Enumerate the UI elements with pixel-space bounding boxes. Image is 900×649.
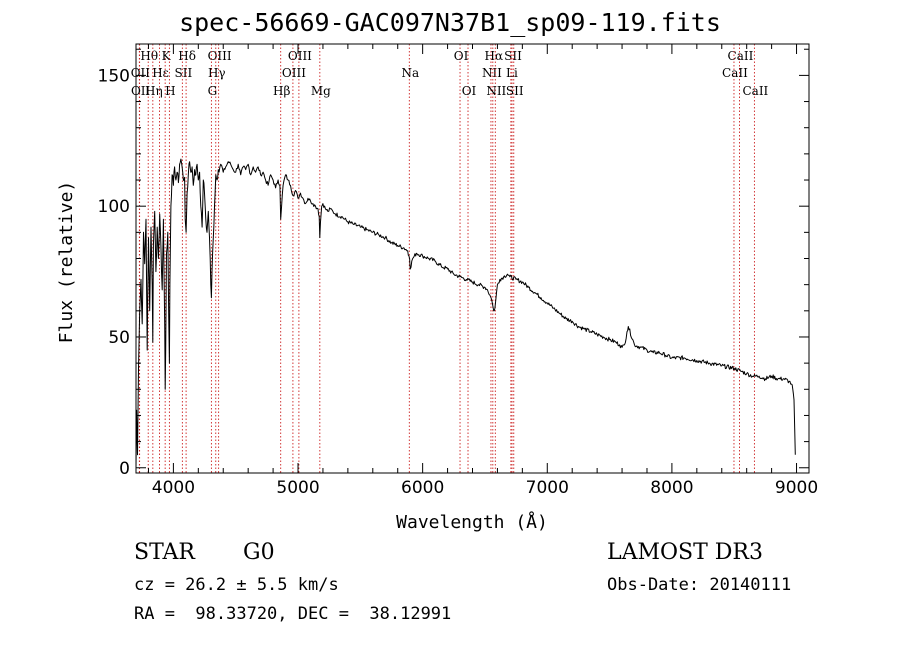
spectral-line-label: K bbox=[162, 49, 172, 63]
spectral-line-label: OIII bbox=[288, 49, 312, 63]
spectral-line-label: Hα bbox=[485, 49, 504, 63]
spectral-line-label: Mg bbox=[311, 84, 331, 98]
x-tick-label: 6000 bbox=[401, 478, 444, 498]
spectral-line-label: OIII bbox=[282, 66, 306, 80]
redshift-cz: cz = 26.2 ± 5.5 km/s bbox=[134, 575, 339, 595]
y-tick-label: 150 bbox=[98, 66, 130, 86]
x-tick-label: 7000 bbox=[526, 478, 569, 498]
object-subclass: G0 bbox=[243, 540, 275, 565]
spectral-line-label: Hγ bbox=[208, 66, 226, 80]
spectral-line-label: CaII bbox=[742, 84, 768, 98]
x-tick-label: 8000 bbox=[650, 478, 693, 498]
spectral-line-label: G bbox=[208, 84, 218, 98]
spectral-line-label: CaII bbox=[722, 66, 748, 80]
y-tick-label: 100 bbox=[98, 197, 130, 217]
spectral-line-label: CaII bbox=[728, 49, 754, 63]
spectral-line-label: Hη bbox=[145, 84, 163, 98]
spectral-line-label: Li bbox=[506, 66, 518, 80]
spectral-line-label: SII bbox=[506, 84, 524, 98]
spectral-line-label: OIII bbox=[208, 49, 232, 63]
x-tick-label: 4000 bbox=[152, 478, 195, 498]
x-tick-label: 9000 bbox=[775, 478, 818, 498]
x-axis-label: Wavelength (Å) bbox=[396, 511, 548, 533]
spectral-line-label: OI bbox=[462, 84, 477, 98]
spectral-line-label: Hδ bbox=[178, 49, 196, 63]
obs-date: Obs-Date: 20140111 bbox=[607, 575, 792, 595]
y-tick-label: 0 bbox=[119, 459, 130, 479]
survey-name: LAMOST DR3 bbox=[607, 540, 763, 565]
spectral-line-label: NII bbox=[482, 66, 502, 80]
axis-ticks: 4000 5000 6000 7000 8000 9000 0 50 100 150 bbox=[98, 44, 818, 498]
spectral-line-label: Hθ bbox=[140, 49, 158, 63]
spectral-line-label: OI bbox=[454, 49, 469, 63]
y-axis-label: Flux (relative) bbox=[56, 181, 77, 344]
spectrum-line bbox=[135, 158, 796, 468]
spectrum-series bbox=[135, 158, 796, 468]
y-tick-label: 50 bbox=[108, 328, 130, 348]
spectral-line-label: NII bbox=[486, 84, 506, 98]
spectral-line-label: Na bbox=[401, 66, 419, 80]
x-tick-label: 5000 bbox=[276, 478, 319, 498]
plot-frame bbox=[135, 43, 810, 474]
spectral-line-label: OII bbox=[131, 66, 151, 80]
object-class: STAR bbox=[134, 540, 195, 565]
spectral-line-label: Hε bbox=[152, 66, 169, 80]
spectral-line-label: Hβ bbox=[273, 84, 290, 98]
chart-title: spec-56669-GAC097N37B1_sp09-119.fits bbox=[179, 8, 721, 37]
spectral-line-label: SII bbox=[175, 66, 193, 80]
ra-dec: RA = 98.33720, DEC = 38.12991 bbox=[134, 604, 452, 624]
spectral-line-label: H bbox=[165, 84, 175, 98]
spectral-line-label: SII bbox=[504, 49, 522, 63]
